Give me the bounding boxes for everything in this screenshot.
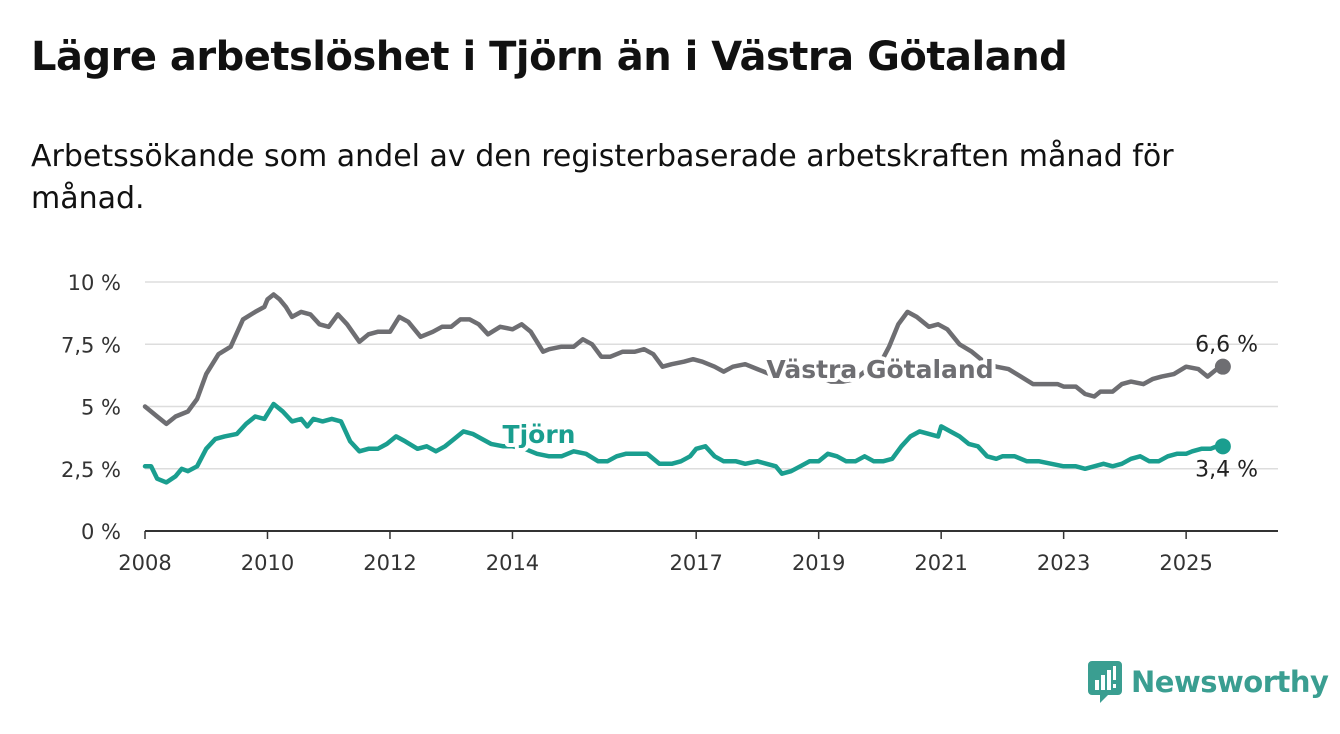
brand: Newsworthy bbox=[1088, 660, 1329, 704]
series-line-vastra-gotaland bbox=[142, 292, 1226, 427]
y-tick-label: 0 % bbox=[81, 520, 121, 544]
x-tick-label: 2008 bbox=[118, 551, 171, 575]
y-tick-label: 7,5 % bbox=[61, 333, 121, 357]
series-label-halo: Västra Götaland bbox=[766, 355, 993, 384]
y-tick-label: 10 % bbox=[68, 271, 121, 295]
end-value-label: 6,6 % bbox=[1195, 333, 1258, 358]
y-tick-label: 2,5 % bbox=[61, 458, 121, 482]
chart-subtitle: Arbetssökande som andel av den registerb… bbox=[31, 139, 1174, 216]
series-end-dot bbox=[1214, 358, 1231, 375]
series-end-dot bbox=[1214, 438, 1231, 455]
newsworthy-logo-icon bbox=[1088, 661, 1122, 703]
y-tick-label: 5 % bbox=[81, 396, 121, 420]
x-tick-label: 2021 bbox=[914, 551, 967, 575]
x-tick-label: 2017 bbox=[669, 551, 722, 575]
series-line-tjorn bbox=[142, 401, 1226, 485]
series-label-halo: Tjörn bbox=[503, 420, 576, 449]
x-tick-label: 2010 bbox=[241, 551, 294, 575]
series-label-tjorn: Tjörn bbox=[503, 420, 576, 449]
x-tick-label: 2019 bbox=[792, 551, 845, 575]
line-chart: 0 % 2,5 % 5 % 7,5 % 10 % 2008 2010 2012 2014 2017… bbox=[61, 271, 1278, 575]
chart-title: Lägre arbetslöshet i Tjörn än i Västra G… bbox=[31, 34, 1068, 80]
end-value-label: 3,4 % bbox=[1195, 457, 1258, 482]
brand-name: Newsworthy bbox=[1131, 665, 1329, 699]
x-tick-label: 2014 bbox=[486, 551, 539, 575]
series-label-vastra-gotaland: Västra Götaland bbox=[766, 355, 993, 384]
x-tick-label: 2023 bbox=[1037, 551, 1090, 575]
x-tick-label: 2012 bbox=[363, 551, 416, 575]
x-tick-label: 2025 bbox=[1159, 551, 1212, 575]
